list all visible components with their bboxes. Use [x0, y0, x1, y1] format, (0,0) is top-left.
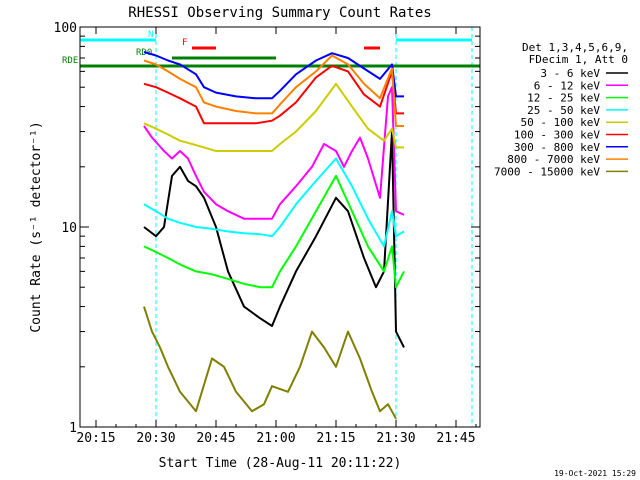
legend-entry-label: 7000 - 15000 keV: [494, 165, 600, 178]
flag-label-n: N: [148, 30, 153, 40]
series-line-9: [143, 306, 397, 420]
legend-entry-label: 100 - 300 keV: [514, 129, 600, 142]
series-line-8: [143, 54, 404, 127]
chart-title: RHESSI Observing Summary Count Rates: [128, 5, 431, 21]
y-tick-label: 10: [61, 221, 77, 236]
series-line-1: [143, 130, 405, 348]
legend-entry-label: 25 - 50 keV: [527, 104, 600, 117]
series-line-7: [143, 51, 404, 100]
legend: Det 1,3,4,5,6,9,FDecim 1, Att 03 - 6 keV…: [494, 41, 628, 178]
axes: 20:15 20:30 20:45 21:00 21:15 21:30 21:45 1 10 10…: [54, 21, 480, 446]
flag-label-f: F: [182, 38, 187, 48]
y-axis-label: Count Rate (s⁻¹ detector⁻¹): [29, 121, 44, 332]
legend-entry-label: 800 - 7000 keV: [507, 153, 600, 166]
flag-rde: RDE: [62, 56, 480, 68]
legend-header-line: Det 1,3,4,5,6,9,: [522, 41, 628, 54]
x-tick-label: 21:15: [316, 431, 355, 446]
x-axis-label: Start Time (28-Aug-11 20:11:22): [159, 456, 402, 471]
flag-label-rde: RDE: [62, 56, 78, 66]
x-tick-label: 21:00: [256, 431, 295, 446]
legend-entry-label: 300 - 800 keV: [514, 141, 600, 154]
y-tick-label: 1: [69, 421, 77, 436]
series-layer: [143, 51, 405, 420]
x-tick-label: 20:15: [76, 431, 115, 446]
series-line-4: [143, 157, 405, 248]
x-tick-label: 21:45: [436, 431, 475, 446]
x-tick-label: 20:45: [196, 431, 235, 446]
legend-entry-label: 6 - 12 keV: [534, 79, 601, 92]
series-line-6: [143, 64, 404, 125]
legend-header-line: FDecim 1, Att 0: [529, 53, 628, 66]
legend-entry-label: 3 - 6 keV: [540, 67, 600, 80]
x-tick-label: 21:30: [376, 431, 415, 446]
y-tick-label: 100: [54, 21, 77, 36]
legend-entry-label: 12 - 25 keV: [527, 92, 600, 105]
x-tick-label: 20:30: [136, 431, 175, 446]
flag-f: F: [182, 38, 380, 50]
series-line-2: [143, 86, 405, 220]
series-line-5: [143, 82, 404, 152]
plot-timestamp: 19-Oct-2021 15:29: [554, 469, 636, 478]
legend-entry-label: 50 - 100 keV: [521, 116, 601, 129]
series-line-3: [143, 174, 405, 289]
